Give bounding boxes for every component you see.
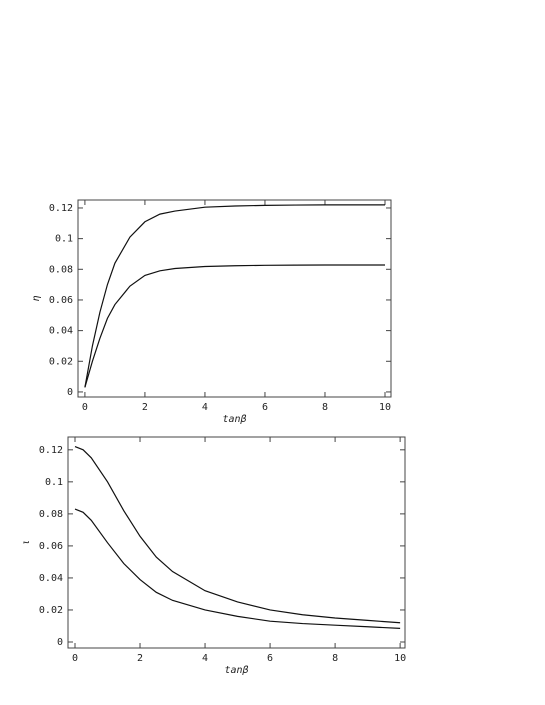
x-tick-label: 2 — [142, 402, 148, 413]
y-tick-label: 0.06 — [39, 541, 63, 552]
x-tick-label: 8 — [332, 653, 338, 664]
y-tick-label: 0 — [67, 387, 73, 398]
x-tick-label: 6 — [262, 402, 268, 413]
y-axis-label: η — [31, 295, 42, 301]
x-tick-label: 10 — [394, 653, 406, 664]
y-tick-label: 0.06 — [49, 295, 73, 306]
y-tick-label: 0.02 — [39, 605, 63, 616]
plot-frame — [77, 199, 392, 398]
curve — [84, 204, 385, 388]
curve — [74, 446, 401, 624]
x-tick-label: 10 — [379, 402, 391, 413]
y-tick-label: 0.04 — [39, 573, 63, 584]
y-tick-label: 0.04 — [49, 326, 73, 337]
x-tick-label: 8 — [322, 402, 328, 413]
y-tick-label: 0.1 — [55, 234, 73, 245]
x-tick-label: 4 — [202, 402, 208, 413]
y-tick-label: 0.08 — [39, 509, 63, 520]
x-axis-label: tanβ — [224, 665, 248, 676]
curve — [84, 264, 385, 388]
y-tick-label: 0.12 — [49, 203, 73, 214]
y-tick-label: 0.12 — [39, 445, 63, 456]
x-tick-label: 2 — [137, 653, 143, 664]
x-tick-label: 4 — [202, 653, 208, 664]
y-tick-label: 0 — [57, 637, 63, 648]
x-axis-label: tanβ — [222, 414, 246, 425]
x-tick-label: 6 — [267, 653, 273, 664]
y-tick-label: 0.1 — [45, 477, 63, 488]
plot-frame — [67, 436, 406, 649]
x-tick-label: 0 — [82, 402, 88, 413]
y-tick-label: 0.02 — [49, 356, 73, 367]
y-axis-label: ι — [21, 539, 32, 545]
curve — [74, 508, 401, 629]
y-tick-label: 0.08 — [49, 264, 73, 275]
x-tick-label: 0 — [72, 653, 78, 664]
